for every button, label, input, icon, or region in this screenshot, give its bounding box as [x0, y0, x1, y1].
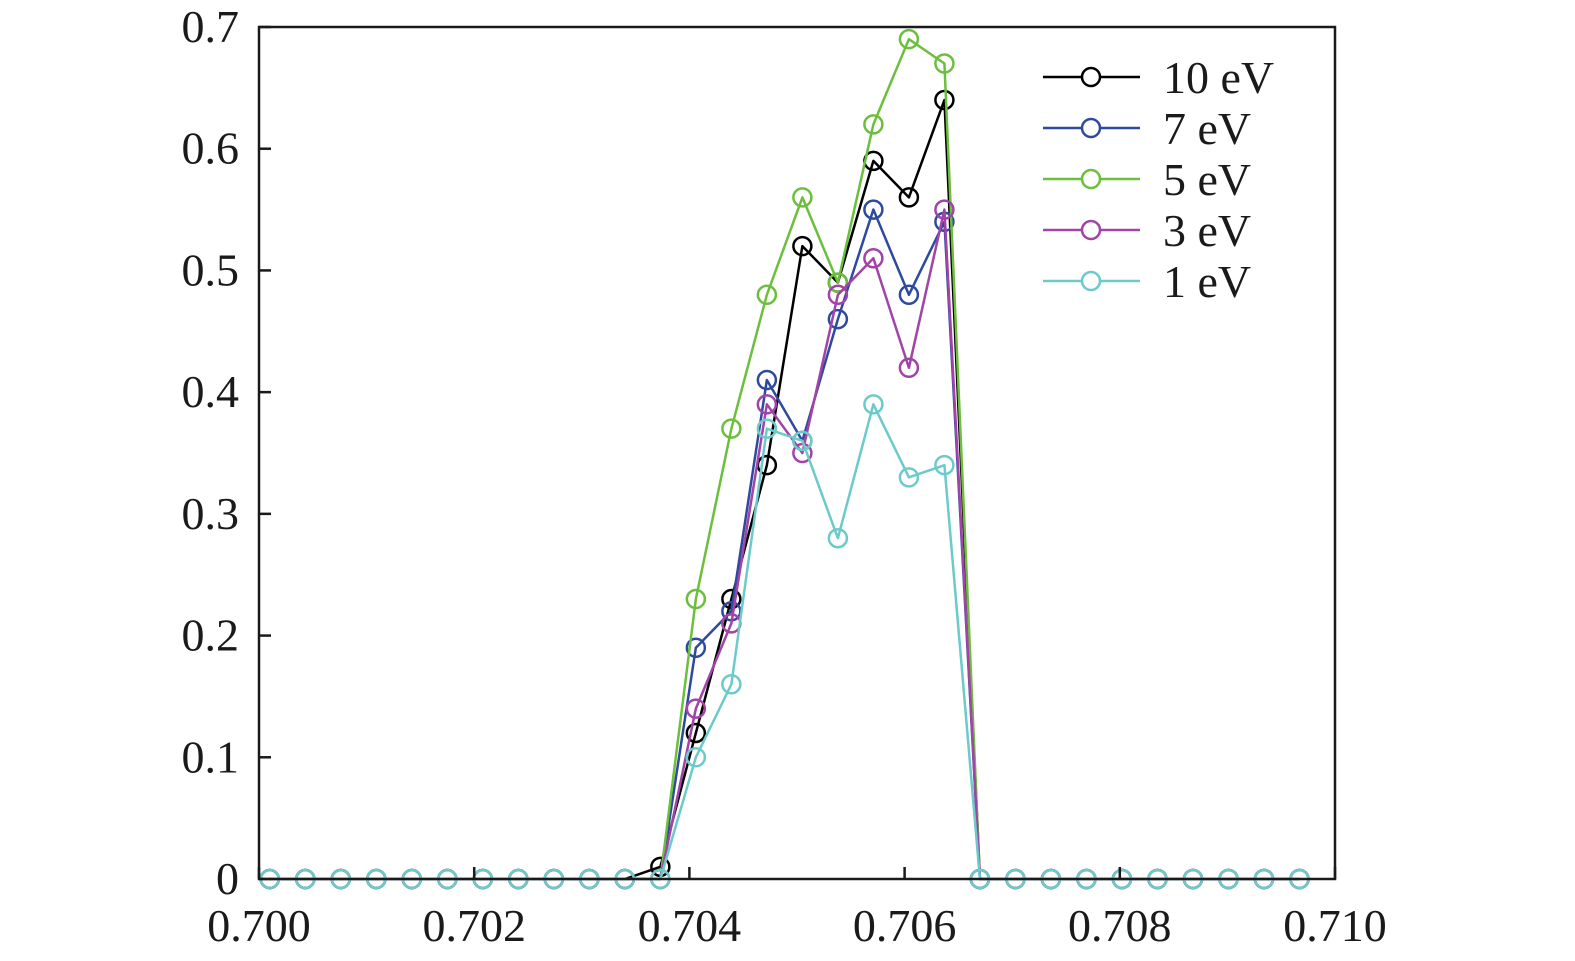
legend-label: 1 eV [1163, 256, 1251, 307]
data-point [827, 284, 849, 306]
x-tick-label: 0.706 [853, 900, 957, 951]
data-point [934, 454, 955, 476]
legend-item: 7 eV [1043, 103, 1251, 154]
series-3-ev [259, 199, 1310, 890]
legend-label: 5 eV [1163, 154, 1251, 205]
legend-item: 3 eV [1043, 205, 1251, 256]
y-tick-label: 0.4 [182, 366, 240, 417]
data-point [827, 527, 849, 549]
data-point [827, 308, 849, 330]
series-line [269, 98, 1300, 881]
data-point [756, 284, 778, 306]
data-point [756, 418, 778, 439]
data-point [898, 187, 920, 208]
legend-marker [1080, 66, 1102, 88]
legend: 10 eV7 eV5 eV3 eV1 eV [1043, 52, 1274, 307]
data-point [792, 235, 813, 257]
data-point [863, 199, 884, 220]
data-point [721, 674, 742, 695]
y-tick-label: 0.7 [182, 1, 240, 52]
data-point [898, 284, 920, 306]
y-tick-label: 0.1 [182, 731, 240, 782]
y-tick-label: 0.3 [182, 488, 240, 539]
series-10-ev [259, 89, 1310, 890]
data-point [792, 187, 813, 208]
legend-marker [1080, 270, 1102, 292]
series-5-ev [259, 28, 1310, 890]
data-point [756, 369, 778, 391]
data-point [934, 53, 955, 74]
data-point [721, 418, 742, 439]
series-line [269, 208, 1300, 881]
data-point [792, 430, 813, 452]
data-point [863, 114, 884, 135]
y-tick-label: 0.6 [182, 123, 240, 174]
x-tick-label: 0.700 [207, 900, 311, 951]
x-tick-label: 0.704 [638, 900, 742, 951]
legend-item: 10 eV [1043, 52, 1274, 103]
legend-item: 1 eV [1043, 256, 1251, 307]
data-point [898, 28, 920, 50]
series-line [269, 37, 1300, 881]
series-line [269, 403, 1300, 881]
data-point [685, 588, 707, 610]
data-point [863, 394, 884, 415]
data-point [756, 394, 778, 415]
legend-label: 3 eV [1163, 205, 1251, 256]
legend-label: 7 eV [1163, 103, 1251, 154]
data-point [898, 467, 920, 488]
y-tick-label: 0 [216, 853, 239, 904]
legend-label: 10 eV [1163, 52, 1274, 103]
data-point [685, 747, 707, 768]
series-line [269, 208, 1300, 881]
legend-marker [1080, 168, 1102, 190]
series-1-ev [259, 394, 1310, 890]
legend-item: 5 eV [1043, 154, 1251, 205]
y-axis: 0 0.1 0.2 0.3 0.4 0.5 0.6 0.7 [182, 1, 271, 904]
series-7-ev [259, 199, 1310, 890]
data-point [827, 272, 849, 293]
data-point [863, 248, 884, 269]
data-point [898, 357, 920, 379]
x-axis: 0.700 0.702 0.704 0.706 0.708 0.710 [207, 867, 1387, 951]
x-tick-label: 0.710 [1283, 900, 1387, 951]
y-tick-label: 0.5 [182, 244, 240, 295]
y-tick-label: 0.2 [182, 610, 240, 661]
x-tick-label: 0.708 [1068, 900, 1172, 951]
x-tick-label: 0.702 [422, 900, 526, 951]
plot-frame [257, 25, 1337, 881]
data-point [685, 698, 707, 719]
data-point [685, 722, 707, 744]
data-point [934, 199, 955, 220]
legend-marker [1080, 219, 1102, 241]
data-point [685, 637, 707, 658]
series-layer [259, 28, 1310, 890]
legend-marker [1080, 117, 1102, 139]
